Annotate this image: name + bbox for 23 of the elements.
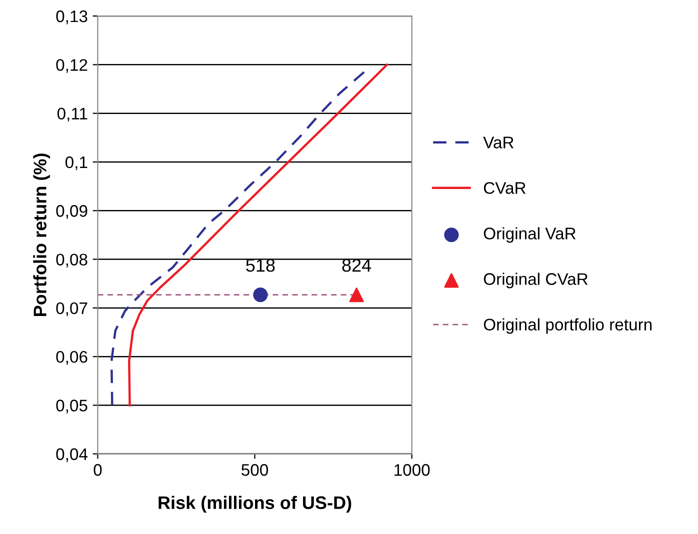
x-axis-title: Risk (millions of US-D) bbox=[158, 496, 352, 513]
y-tick-label: 0,13 bbox=[56, 10, 88, 24]
y-tick-label: 0,07 bbox=[56, 302, 88, 316]
line-series bbox=[128, 64, 388, 406]
x-tick-label: 0 bbox=[94, 464, 102, 476]
annotation: 824 bbox=[342, 259, 372, 272]
legend-label: VaR bbox=[483, 136, 514, 148]
x-tick-label: 1000 bbox=[394, 464, 430, 476]
legend-label: Original CVaR bbox=[484, 272, 588, 288]
y-tick-label: 0,08 bbox=[56, 254, 88, 268]
y-tick-label: 0,09 bbox=[56, 205, 88, 219]
x-tick-label: 500 bbox=[242, 464, 268, 476]
legend-label: Original VaR bbox=[484, 227, 576, 243]
y-tick-label: 0,11 bbox=[57, 108, 88, 122]
legend-label: CVaR bbox=[484, 182, 526, 194]
annotation: 518 bbox=[246, 259, 275, 272]
y-tick-label: 0,05 bbox=[56, 400, 88, 414]
y-tick-label: 0,1 bbox=[65, 156, 88, 170]
y-tick-label: 0,06 bbox=[56, 350, 88, 365]
y-axis-title: Portfolio return (%) bbox=[33, 154, 50, 316]
y-tick-label: 0,04 bbox=[56, 448, 88, 462]
y-tick-label: 0,12 bbox=[56, 59, 88, 73]
legend-label: Original portfolio return bbox=[484, 318, 652, 334]
